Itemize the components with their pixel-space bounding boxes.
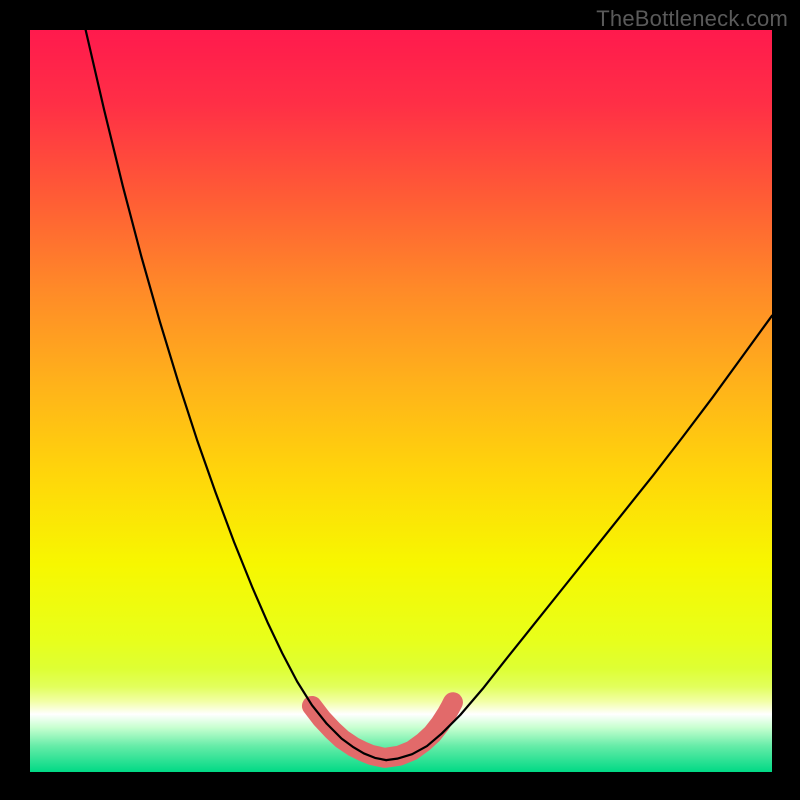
plot-area [30, 30, 772, 772]
watermark-text: TheBottleneck.com [596, 6, 788, 32]
curve-right-path [386, 316, 772, 760]
curve-left-path [86, 30, 387, 760]
curves-svg [30, 30, 772, 772]
